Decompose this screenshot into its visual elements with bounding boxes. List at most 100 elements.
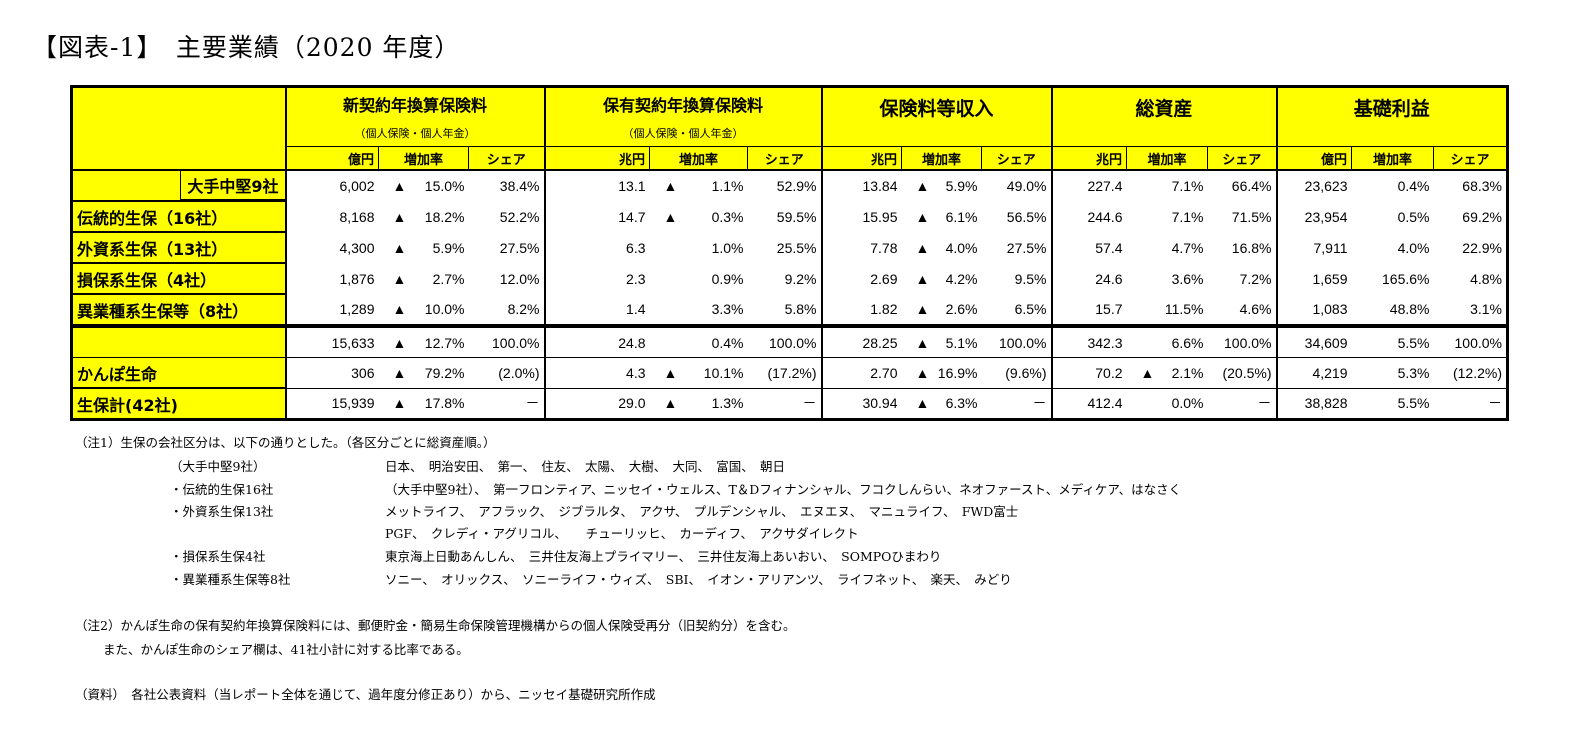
rate-value: 1.1%: [711, 178, 744, 194]
value-cell: 7,911: [1275, 232, 1352, 263]
share-cell: 100.0%: [1207, 324, 1277, 358]
share-cell: 100.0%: [468, 324, 545, 358]
down-triangle-icon: ▲: [392, 208, 407, 225]
rate-value: 4.2%: [945, 270, 978, 287]
unit-label: 億円: [284, 146, 379, 171]
rate-header: 増加率: [1126, 146, 1208, 171]
rate-cell: 5.3%: [1351, 357, 1434, 388]
down-triangle-icon: ▲: [663, 208, 678, 225]
down-triangle-icon: ▲: [392, 301, 407, 317]
share-cell: 27.5%: [1006, 239, 1047, 256]
note-group-members: 東京海上日動あんしん、 三井住友海上プライマリー、 三井住友海上あいおい、 SO…: [385, 549, 942, 564]
share-cell: 7.2%: [1239, 270, 1272, 287]
value-cell: 4,219: [1275, 357, 1352, 388]
down-triangle-icon: ▲: [915, 239, 930, 256]
rate-cell: 4.7%: [1171, 239, 1204, 256]
share-cell: －: [468, 387, 545, 420]
rate-cell: 0.4%: [649, 324, 748, 358]
rate-value: 4.0%: [945, 239, 978, 256]
down-triangle-icon: ▲: [392, 334, 407, 351]
value-cell: 1,876: [284, 263, 379, 294]
share-cell: 38.4%: [499, 178, 540, 194]
down-triangle-icon: ▲: [392, 178, 407, 194]
row-label: 大手中堅9社: [71, 170, 286, 202]
value-cell: 70.2: [1050, 357, 1127, 388]
note-2: （注2）かんぽ生命の保有契約年換算保険料には、郵便貯金・簡易生命保険管理機構から…: [75, 618, 796, 633]
row-label: 損保系生保（4社）: [71, 263, 286, 295]
down-triangle-icon: ▲: [392, 364, 407, 381]
rate-cell: ▲ 6.1%: [902, 201, 982, 232]
row-label: 外資系生保（13社）: [71, 232, 286, 264]
share-cell: 16.8%: [1231, 239, 1272, 256]
row-label: かんぽ生命: [71, 357, 286, 389]
rate-cell: ▲ 15.0%: [379, 170, 469, 201]
source-note: （資料） 各社公表資料（当レポート全体を通じて、過年度分修正あり）から、ニッセイ…: [75, 687, 656, 702]
value-cell: 14.7: [543, 201, 650, 232]
share-cell: (2.0%): [468, 357, 545, 388]
value-cell: 57.4: [1050, 232, 1127, 263]
share-cell: 66.4%: [1231, 178, 1272, 194]
down-triangle-icon: ▲: [915, 395, 930, 412]
value-cell: 15,633: [284, 324, 379, 358]
down-triangle-icon: ▲: [663, 395, 678, 412]
group-title: 総資産: [1050, 86, 1277, 147]
rate-value: 17.8%: [424, 395, 465, 412]
value-cell: 1,659: [1275, 263, 1352, 294]
rate-value: 5.9%: [945, 178, 978, 194]
rate-cell: ▲ 5.9%: [902, 170, 982, 201]
value-cell: 8,168: [284, 201, 379, 232]
share-cell: 52.9%: [776, 178, 817, 194]
row-label-text: 大手中堅9社: [180, 171, 285, 200]
rate-cell: ▲ 2.6%: [902, 294, 982, 326]
value-cell: 13.1: [543, 170, 650, 201]
rate-cell: ▲ 2.7%: [379, 263, 469, 294]
rate-value: 2.6%: [945, 301, 978, 317]
table-row: 伝統的生保（16社） 8,168 ▲ 18.2% 52.2% 14.7 ▲ 0.3% 59.5%…: [71, 201, 1508, 233]
value-cell: 38,828: [1275, 387, 1352, 420]
note-group-name: ・異業種系生保等8社: [170, 572, 291, 587]
rate-value: 5.1%: [945, 334, 978, 351]
unit-label: 兆円: [543, 146, 650, 171]
rate-cell: ▲ 17.8%: [378, 387, 469, 420]
rate-cell: ▲ 2.1%: [1126, 357, 1208, 388]
rate-cell: 7.1%: [1171, 178, 1204, 194]
share-cell: 27.5%: [499, 239, 540, 256]
rate-cell: 4.0%: [1397, 239, 1430, 256]
row-label: 生保計(42社): [71, 387, 286, 420]
rate-cell: ▲ 18.2%: [379, 201, 469, 232]
value-cell: 342.3: [1050, 324, 1127, 358]
value-cell: 7.78: [820, 232, 902, 263]
rate-cell: ▲ 1.1%: [650, 170, 748, 201]
rate-value: 2.1%: [1171, 364, 1204, 381]
rate-value: 10.1%: [703, 364, 744, 381]
rate-value: 0.3%: [711, 208, 744, 225]
share-cell: 9.2%: [784, 270, 817, 287]
value-cell: 412.4: [1050, 387, 1127, 420]
table-row: 大手中堅9社 6,002 ▲ 15.0% 38.4% 13.1 ▲ 1.1% 52.9% 13.8…: [71, 170, 1508, 202]
value-cell: 23,623: [1275, 170, 1352, 201]
note-group-members: 日本、 明治安田、 第一、 住友、 太陽、 大樹、 大同、 富国、 朝日: [385, 459, 786, 474]
rate-cell: ▲ 10.1%: [649, 357, 748, 388]
rate-cell: 165.6%: [1382, 270, 1430, 287]
value-cell: 23,954: [1275, 201, 1352, 232]
down-triangle-icon: ▲: [915, 301, 930, 317]
header-corner: [71, 86, 286, 171]
share-cell: 49.0%: [1006, 178, 1047, 194]
value-cell: 28.25: [820, 324, 902, 358]
share-header: シェア: [747, 146, 822, 171]
share-cell: 52.2%: [499, 208, 540, 225]
rate-value: 79.2%: [424, 364, 465, 381]
rate-cell: 0.9%: [711, 270, 744, 287]
share-cell: (9.6%): [981, 357, 1052, 388]
value-cell: 244.6: [1050, 201, 1127, 232]
value-cell: 2.69: [820, 263, 902, 294]
rate-cell: 0.5%: [1397, 208, 1430, 225]
note-group-members: ソニー、 オリックス、 ソニーライフ・ウィズ、 SBI、 イオン・アリアンツ、 …: [385, 572, 1012, 587]
rate-cell: ▲ 0.3%: [650, 201, 748, 232]
group-subtitle: （個人保険・個人年金）: [543, 120, 822, 147]
down-triangle-icon: ▲: [663, 364, 678, 381]
share-cell: (12.2%): [1433, 357, 1508, 388]
share-cell: －: [981, 387, 1052, 420]
rate-cell: 1.0%: [711, 239, 744, 256]
share-cell: (17.2%): [747, 357, 822, 388]
